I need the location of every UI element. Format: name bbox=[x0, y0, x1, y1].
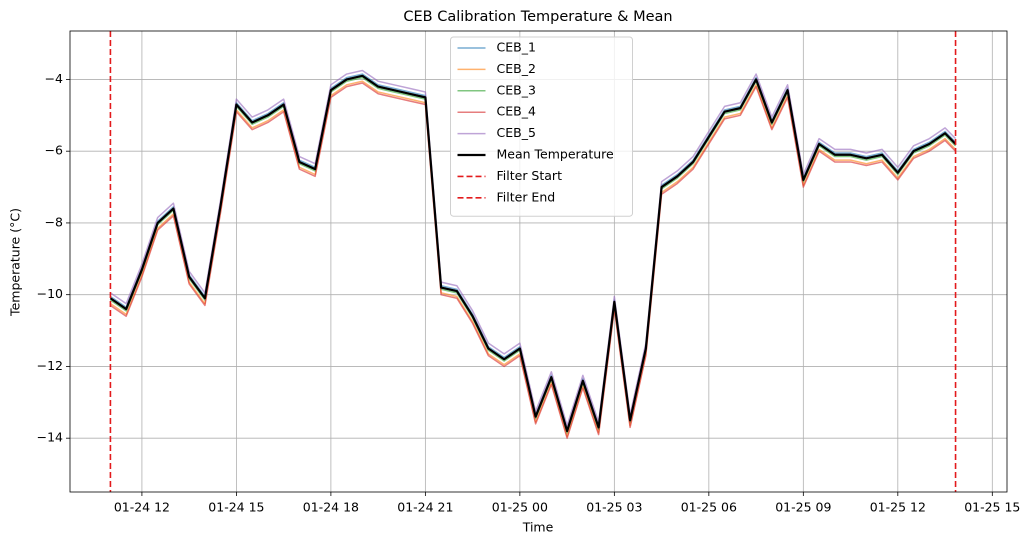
y-tick-label: −12 bbox=[37, 358, 63, 373]
y-tick-label: −6 bbox=[45, 143, 63, 158]
legend-label: CEB_2 bbox=[497, 61, 536, 76]
y-axis-label: Temperature (°C) bbox=[8, 208, 23, 317]
legend-label: CEB_3 bbox=[497, 82, 536, 97]
x-axis-label: Time bbox=[522, 520, 554, 535]
series-line bbox=[109, 82, 957, 439]
x-tick-label: 01-25 09 bbox=[775, 500, 831, 515]
y-tick-label: −10 bbox=[37, 286, 63, 301]
chart-title: CEB Calibration Temperature & Mean bbox=[403, 9, 672, 25]
x-tick-label: 01-25 03 bbox=[586, 500, 642, 515]
legend-label: CEB_1 bbox=[497, 40, 536, 55]
x-tick-label: 01-25 12 bbox=[870, 500, 926, 515]
x-tick-label: 01-24 15 bbox=[208, 500, 264, 515]
legend-label: Filter Start bbox=[497, 168, 563, 183]
y-tick-label: −14 bbox=[37, 430, 63, 445]
y-tick-label: −4 bbox=[45, 71, 63, 86]
series-line bbox=[109, 69, 957, 427]
legend-label: Filter End bbox=[497, 189, 556, 204]
x-tick-label: 01-25 00 bbox=[492, 500, 548, 515]
x-tick-label: 01-24 21 bbox=[397, 500, 453, 515]
plot-area bbox=[109, 31, 957, 492]
legend-label: CEB_5 bbox=[497, 125, 536, 140]
series-line bbox=[109, 74, 957, 433]
x-tick-label: 01-25 06 bbox=[681, 500, 737, 515]
legend-label: Mean Temperature bbox=[497, 147, 615, 162]
axes-frame bbox=[69, 30, 1008, 493]
x-tick-label: 01-24 12 bbox=[114, 500, 170, 515]
legend: CEB_1 CEB_2 CEB_3 CEB_4 CEB_5 Mean Temperatur… bbox=[450, 36, 633, 217]
x-tick-label: 01-24 18 bbox=[303, 500, 359, 515]
legend-label: CEB_4 bbox=[497, 104, 536, 119]
legend-box bbox=[450, 36, 633, 217]
axes: 01-24 12 01-24 15 01-24 18 01-24 21 01-25 00… bbox=[37, 71, 1021, 515]
y-tick-label: −8 bbox=[45, 214, 63, 229]
x-tick-label: 01-25 15 bbox=[964, 500, 1020, 515]
